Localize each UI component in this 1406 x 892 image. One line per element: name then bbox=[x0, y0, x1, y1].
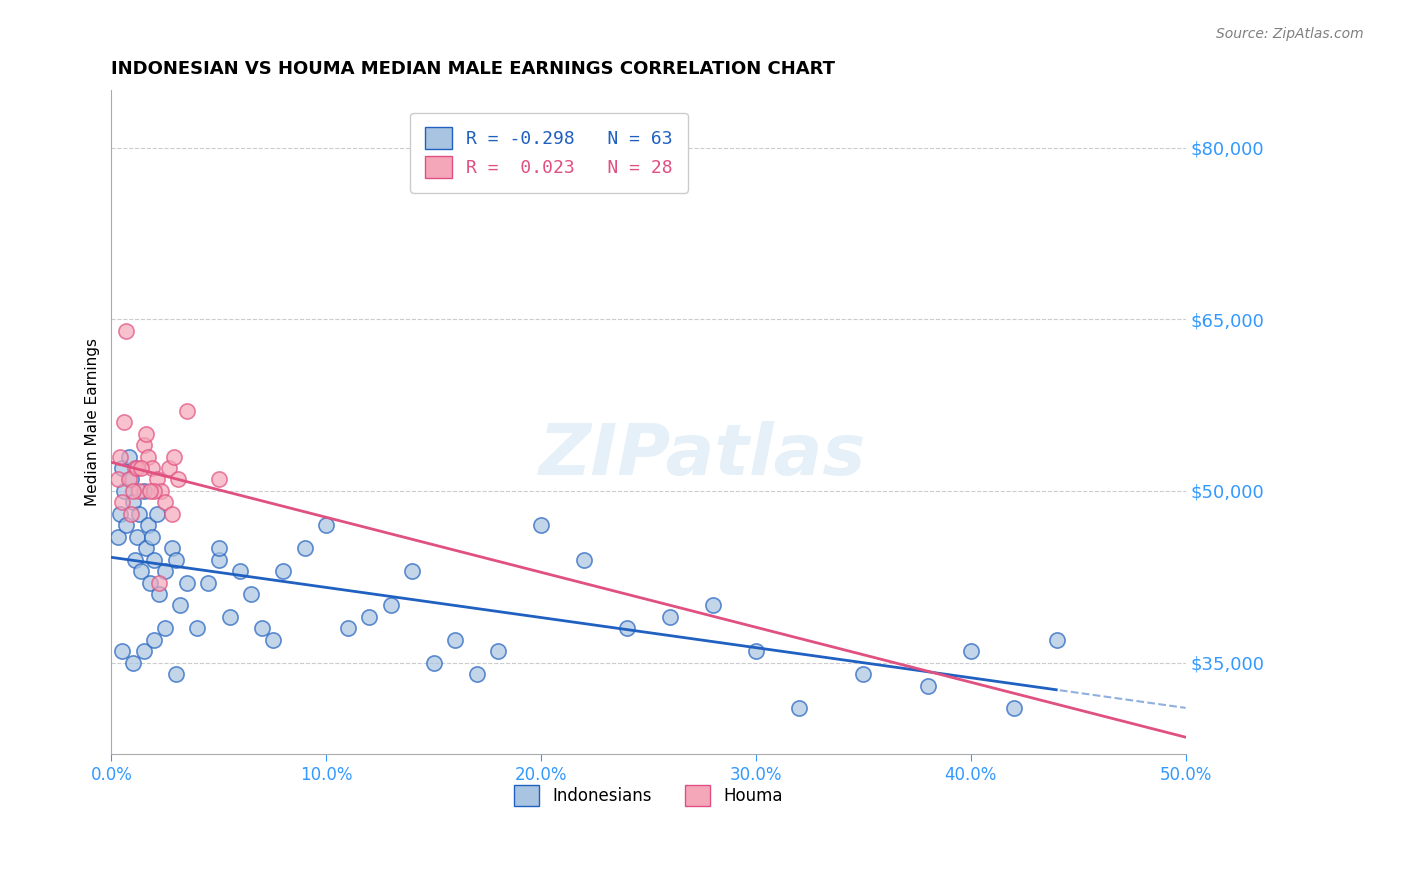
Point bbox=[852, 667, 875, 681]
Point bbox=[157, 461, 180, 475]
Point bbox=[148, 587, 170, 601]
Point bbox=[422, 656, 444, 670]
Point bbox=[120, 473, 142, 487]
Point bbox=[108, 450, 131, 464]
Point bbox=[197, 575, 219, 590]
Point bbox=[530, 518, 553, 533]
Point bbox=[112, 483, 135, 498]
Point bbox=[122, 483, 145, 498]
Point bbox=[111, 495, 134, 509]
Point bbox=[271, 564, 294, 578]
Point bbox=[167, 473, 190, 487]
Point bbox=[1046, 632, 1069, 647]
Point bbox=[139, 483, 162, 498]
Text: Source: ZipAtlas.com: Source: ZipAtlas.com bbox=[1216, 27, 1364, 41]
Point bbox=[917, 679, 939, 693]
Legend: Indonesians, Houma: Indonesians, Houma bbox=[508, 779, 790, 813]
Point bbox=[176, 575, 198, 590]
Point bbox=[124, 552, 146, 566]
Point bbox=[143, 552, 166, 566]
Point bbox=[315, 518, 337, 533]
Point bbox=[132, 644, 155, 658]
Point bbox=[153, 621, 176, 635]
Point bbox=[122, 495, 145, 509]
Point bbox=[128, 507, 150, 521]
Point bbox=[136, 450, 159, 464]
Point bbox=[141, 461, 163, 475]
Point bbox=[294, 541, 316, 556]
Point bbox=[702, 599, 724, 613]
Point bbox=[135, 541, 157, 556]
Point bbox=[136, 518, 159, 533]
Point bbox=[128, 483, 150, 498]
Point bbox=[127, 461, 149, 475]
Point bbox=[120, 507, 142, 521]
Point bbox=[149, 483, 172, 498]
Point bbox=[359, 610, 381, 624]
Point bbox=[240, 587, 263, 601]
Point bbox=[380, 599, 402, 613]
Point bbox=[117, 450, 139, 464]
Point bbox=[141, 530, 163, 544]
Point bbox=[165, 667, 187, 681]
Point bbox=[163, 450, 186, 464]
Point bbox=[145, 507, 167, 521]
Point bbox=[186, 621, 208, 635]
Point bbox=[122, 656, 145, 670]
Point bbox=[208, 473, 231, 487]
Point bbox=[135, 426, 157, 441]
Point bbox=[112, 415, 135, 429]
Point bbox=[572, 552, 595, 566]
Point bbox=[131, 564, 153, 578]
Point bbox=[115, 324, 138, 338]
Text: ZIPatlas: ZIPatlas bbox=[538, 421, 866, 490]
Point bbox=[165, 552, 187, 566]
Point bbox=[132, 483, 155, 498]
Point bbox=[111, 461, 134, 475]
Point bbox=[208, 552, 231, 566]
Point bbox=[745, 644, 768, 658]
Point bbox=[787, 701, 810, 715]
Point bbox=[107, 473, 129, 487]
Point bbox=[107, 530, 129, 544]
Point bbox=[486, 644, 509, 658]
Point bbox=[229, 564, 252, 578]
Point bbox=[115, 518, 138, 533]
Y-axis label: Median Male Earnings: Median Male Earnings bbox=[86, 338, 100, 507]
Point bbox=[145, 473, 167, 487]
Point bbox=[218, 610, 240, 624]
Point bbox=[143, 483, 166, 498]
Point bbox=[659, 610, 682, 624]
Point bbox=[336, 621, 359, 635]
Point bbox=[616, 621, 638, 635]
Point bbox=[959, 644, 981, 658]
Point bbox=[1002, 701, 1025, 715]
Point bbox=[160, 507, 183, 521]
Point bbox=[401, 564, 423, 578]
Point bbox=[108, 507, 131, 521]
Point bbox=[131, 461, 153, 475]
Point bbox=[127, 530, 149, 544]
Point bbox=[117, 473, 139, 487]
Point bbox=[153, 564, 176, 578]
Point bbox=[444, 632, 467, 647]
Point bbox=[111, 644, 134, 658]
Point bbox=[143, 632, 166, 647]
Text: INDONESIAN VS HOUMA MEDIAN MALE EARNINGS CORRELATION CHART: INDONESIAN VS HOUMA MEDIAN MALE EARNINGS… bbox=[111, 60, 835, 78]
Point bbox=[139, 575, 162, 590]
Point bbox=[153, 495, 176, 509]
Point bbox=[124, 461, 146, 475]
Point bbox=[250, 621, 273, 635]
Point bbox=[176, 404, 198, 418]
Point bbox=[148, 575, 170, 590]
Point bbox=[262, 632, 284, 647]
Point bbox=[465, 667, 488, 681]
Point bbox=[208, 541, 231, 556]
Point bbox=[160, 541, 183, 556]
Point bbox=[169, 599, 191, 613]
Point bbox=[132, 438, 155, 452]
